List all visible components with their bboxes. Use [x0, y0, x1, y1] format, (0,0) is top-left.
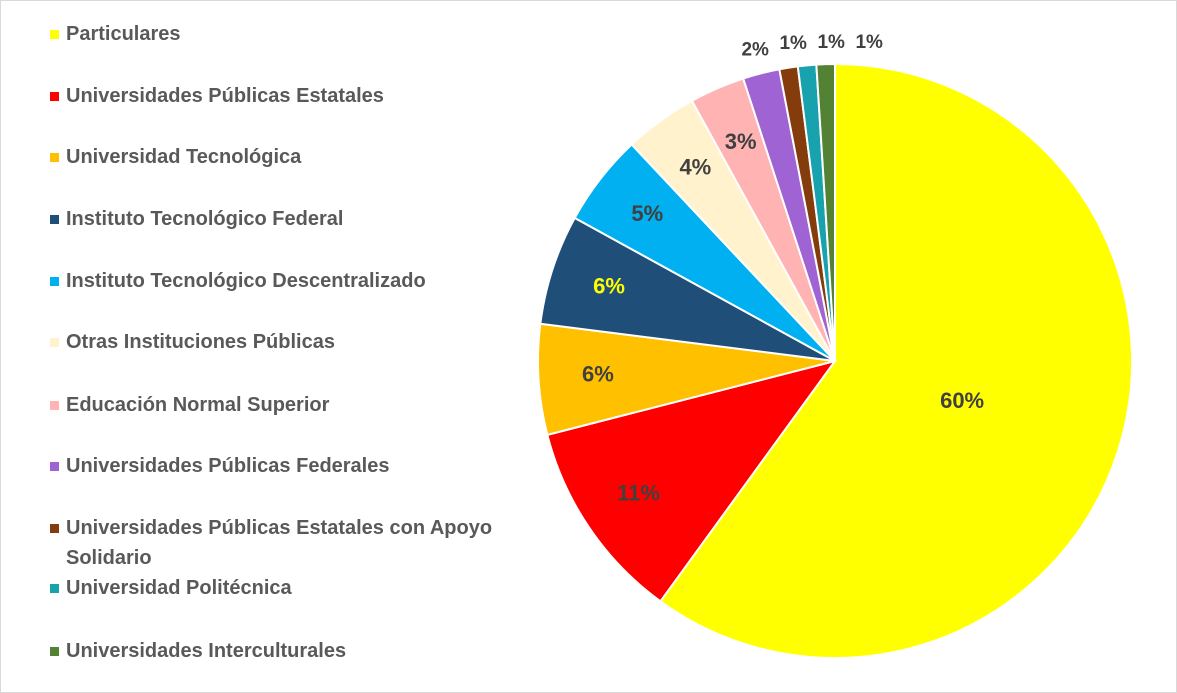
legend-item: Universidades Interculturales: [50, 636, 500, 666]
legend-label: Educación Normal Superior: [66, 394, 330, 416]
data-label: 2%: [741, 39, 769, 60]
pie-slice: [815, 62, 836, 362]
legend-item: Universidades Públicas Federales: [50, 451, 500, 481]
legend-swatch: [50, 338, 59, 347]
data-label: 1%: [779, 33, 807, 54]
legend-swatch: [50, 524, 59, 533]
legend-swatch: [50, 92, 59, 101]
pie-slice: [546, 359, 838, 603]
data-label: 11%: [617, 480, 660, 505]
legend-swatch: [50, 30, 59, 39]
data-label: 6%: [582, 362, 614, 387]
legend-item: Particulares: [50, 19, 500, 49]
legend-swatch: [50, 462, 59, 471]
legend-swatch: [50, 401, 59, 410]
legend-label: Universidades Públicas Estatales: [66, 85, 384, 107]
pie-slice: [659, 62, 1133, 659]
legend-item: Instituto Tecnológico Federal: [50, 204, 500, 234]
legend-item: Educación Normal Superior: [50, 390, 500, 420]
legend-label: Universidades Públicas Federales: [66, 455, 390, 477]
data-label: 5%: [631, 201, 663, 226]
data-label: 1%: [855, 32, 883, 53]
data-label: 4%: [679, 155, 711, 180]
legend-item: Otras Instituciones Públicas: [50, 327, 500, 357]
legend-item: Universidad Tecnológica: [50, 142, 500, 172]
data-label: 6%: [593, 273, 625, 298]
legend-label: Universidad Tecnológica: [66, 146, 302, 168]
legend-label: Instituto Tecnológico Federal: [66, 208, 344, 230]
legend-swatch: [50, 584, 59, 593]
legend-item: Instituto Tecnológico Descentralizado: [50, 266, 500, 296]
legend-label: Universidad Politécnica: [66, 577, 292, 599]
legend-label: Otras Instituciones Públicas: [66, 331, 335, 353]
legend-item: Universidades Públicas Estatales: [50, 81, 500, 111]
legend-label: Instituto Tecnológico Descentralizado: [66, 270, 426, 292]
legend-swatch: [50, 647, 59, 656]
legend-swatch: [50, 277, 59, 286]
legend-label: Universidades Públicas Estatales con Apo…: [66, 517, 493, 569]
legend-label: Universidades Interculturales: [66, 640, 347, 662]
legend-swatch: [50, 215, 59, 224]
legend-item: Universidades Públicas Estatales con Apo…: [50, 513, 500, 573]
legend-label: Particulares: [66, 23, 181, 45]
legend-swatch: [50, 153, 59, 162]
data-label: 1%: [817, 32, 845, 53]
data-label: 60%: [940, 388, 984, 413]
data-label: 3%: [725, 129, 757, 154]
legend-item: Universidad Politécnica: [50, 573, 500, 603]
